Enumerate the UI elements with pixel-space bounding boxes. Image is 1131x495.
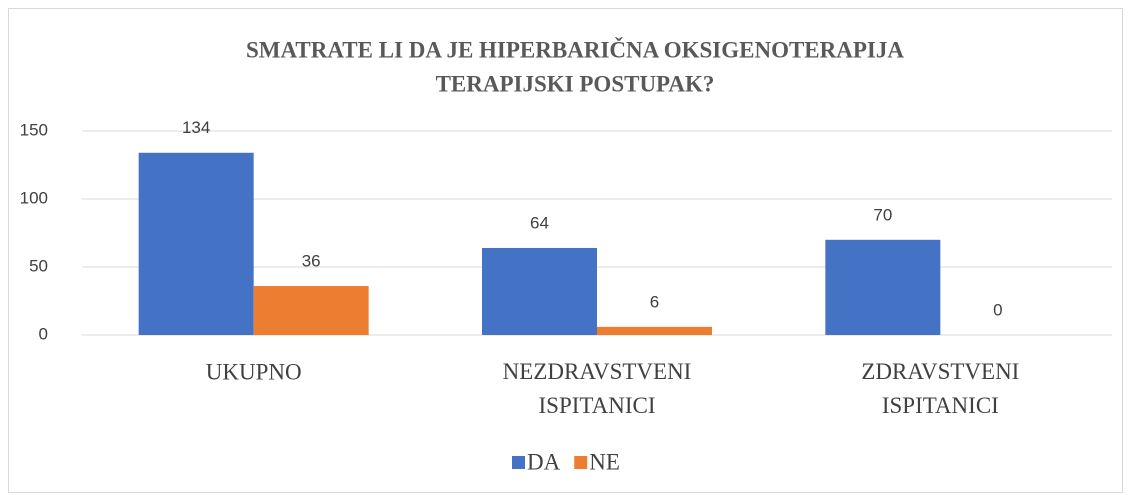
bar: [253, 286, 369, 335]
y-tick-label: 50: [29, 256, 48, 275]
legend-swatch: [512, 456, 525, 469]
bar: [597, 326, 712, 335]
x-tick-label: ZDRAVSTVENI ISPITANICI: [861, 359, 1019, 418]
data-label: 36: [302, 252, 321, 271]
x-tick-label: NEZDRAVSTVENI ISPITANICI: [503, 359, 692, 418]
y-tick-label: 0: [39, 324, 48, 343]
x-tick-label: UKUPNO: [206, 359, 302, 384]
bar: [482, 247, 597, 335]
data-label: 0: [993, 300, 1002, 319]
data-label: 70: [873, 205, 892, 224]
y-tick-label: 150: [20, 120, 48, 139]
bar: [825, 239, 941, 335]
y-tick-label: 100: [20, 188, 48, 207]
bar: [138, 152, 254, 335]
chart-title: TERAPIJSKI POSTUPAK?: [436, 71, 715, 96]
data-label: 64: [530, 213, 549, 232]
legend-label: DA: [527, 449, 561, 474]
data-label: 6: [650, 292, 659, 311]
legend-label: NE: [589, 449, 620, 474]
legend-swatch: [574, 456, 588, 469]
chart-title: SMATRATE LI DA JE HIPERBARIČNA OKSIGENOT…: [246, 36, 904, 62]
data-label: 134: [182, 118, 210, 137]
